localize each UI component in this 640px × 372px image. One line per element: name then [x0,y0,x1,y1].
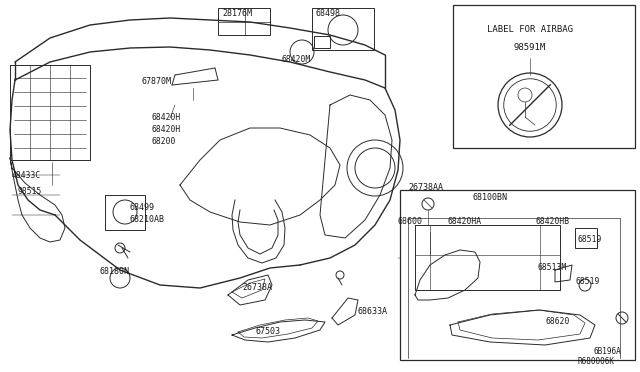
Text: 68513M: 68513M [538,263,567,273]
Text: 6B196A: 6B196A [593,347,621,356]
Bar [312,8,374,50]
Text: 68600: 68600 [398,218,423,227]
Bar [218,8,270,35]
Text: 68519: 68519 [576,278,600,286]
Bar [314,36,330,48]
Text: R680006K: R680006K [578,357,615,366]
Text: 68420H: 68420H [152,125,181,135]
Text: 68519: 68519 [578,235,602,244]
Text: LABEL FOR AIRBAG: LABEL FOR AIRBAG [487,26,573,35]
Text: 68210AB: 68210AB [130,215,165,224]
Text: 68200: 68200 [152,138,177,147]
Text: 68620: 68620 [545,317,570,327]
Text: 68420H: 68420H [152,113,181,122]
Text: 68420HB: 68420HB [535,218,569,227]
Text: 28176M: 28176M [222,10,252,19]
Text: 98591M: 98591M [514,44,546,52]
Bar [453,5,635,148]
Text: 48433C: 48433C [12,170,41,180]
Text: 68420HA: 68420HA [448,218,482,227]
Bar [575,228,597,248]
Text: 68498: 68498 [315,10,340,19]
Bar [400,190,635,360]
Text: 68420M: 68420M [282,55,311,64]
Text: 26738AA: 26738AA [408,183,443,192]
Text: 68499: 68499 [130,203,155,212]
Text: 68633A: 68633A [358,308,388,317]
Text: 68180N: 68180N [100,267,130,276]
Text: 26738A: 26738A [242,283,272,292]
Text: 67503: 67503 [255,327,280,337]
Text: 67870M: 67870M [142,77,172,87]
Text: 68100BN: 68100BN [472,193,508,202]
Text: 98515: 98515 [18,187,42,196]
